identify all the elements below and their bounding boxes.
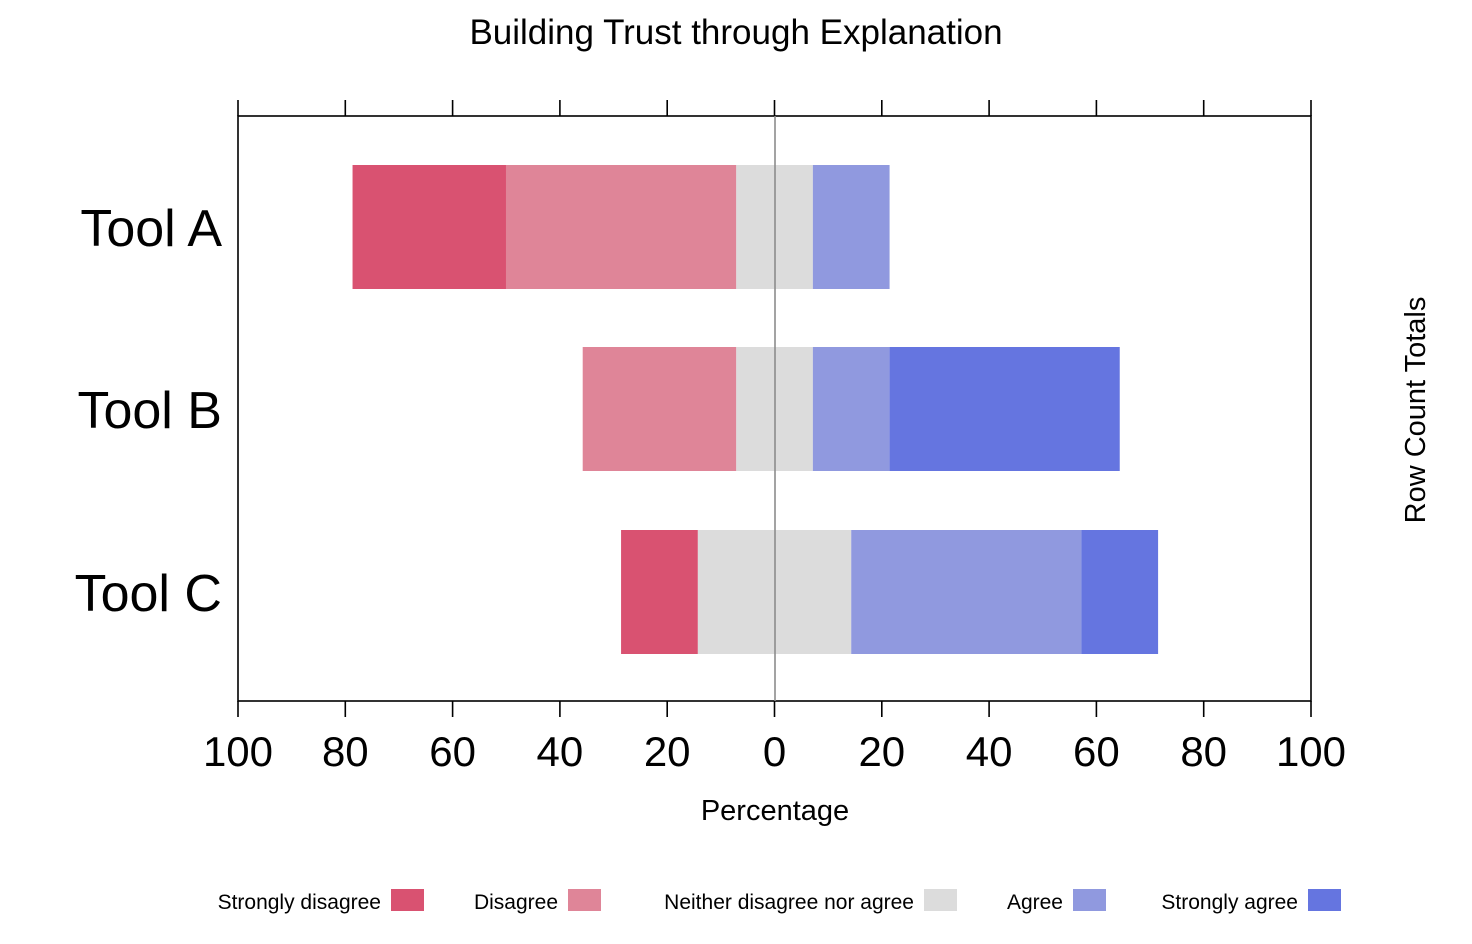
bar-tool-c-agree xyxy=(851,530,1082,654)
x-axis-label: Percentage xyxy=(701,795,849,827)
legend-label-neither-disagree-nor-agree: Neither disagree nor agree xyxy=(664,891,914,914)
bar-tool-c-strongly-agree xyxy=(1081,530,1159,654)
legend-label-strongly-agree: Strongly agree xyxy=(1161,891,1298,914)
x-tick-label: 100 xyxy=(1276,728,1346,775)
bar-tool-a-disagree xyxy=(505,165,737,289)
bar-tool-b-agree xyxy=(812,347,890,471)
legend-swatch-strongly-disagree xyxy=(391,889,424,911)
chart-title: Building Trust through Explanation xyxy=(469,13,1002,52)
legend-swatch-neither-disagree-nor-agree xyxy=(924,889,957,911)
x-tick-label: 100 xyxy=(203,728,273,775)
x-tick-label: 60 xyxy=(1073,728,1120,775)
x-tick-label: 80 xyxy=(1180,728,1227,775)
bars-layer xyxy=(352,165,1159,654)
bar-tool-a-agree xyxy=(812,165,890,289)
legend-label-strongly-disagree: Strongly disagree xyxy=(218,891,381,914)
bar-tool-c-strongly-disagree xyxy=(621,530,698,654)
legend-swatch-agree xyxy=(1073,889,1106,911)
legend-swatch-strongly-agree xyxy=(1308,889,1341,911)
bar-tool-a-strongly-disagree xyxy=(352,165,506,289)
x-tick-label: 60 xyxy=(429,728,476,775)
x-tick-label: 80 xyxy=(322,728,369,775)
row-count-totals-label: Row Count Totals xyxy=(1400,297,1432,524)
category-label: Tool B xyxy=(77,382,222,440)
x-tick-label: 0 xyxy=(763,728,786,775)
bar-tool-b-strongly-agree xyxy=(889,347,1120,471)
category-label: Tool A xyxy=(80,200,222,258)
axis-ticks: 100 80 60 40 20 0 20 40 60 80 100 xyxy=(203,100,1346,775)
legend: Strongly disagree Disagree Neither disagre… xyxy=(218,889,1341,914)
legend-label-agree: Agree xyxy=(1007,891,1063,914)
category-labels: Tool A Tool B Tool C xyxy=(75,200,223,623)
x-tick-label: 20 xyxy=(858,728,905,775)
legend-swatch-disagree xyxy=(568,889,601,911)
x-tick-label: 40 xyxy=(966,728,1013,775)
x-tick-label: 20 xyxy=(644,728,691,775)
x-tick-label: 40 xyxy=(537,728,584,775)
category-label: Tool C xyxy=(75,565,222,623)
legend-label-disagree: Disagree xyxy=(474,891,558,914)
bar-tool-b-disagree xyxy=(582,347,737,471)
